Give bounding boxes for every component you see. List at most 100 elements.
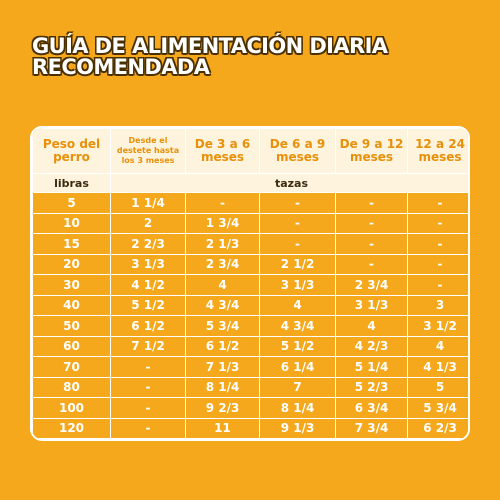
table-cell: 20 bbox=[32, 253, 111, 275]
table-cell: 7 bbox=[259, 376, 336, 398]
table-cell: 2 1/2 bbox=[259, 253, 336, 275]
header-cell: De 3 a 6 meses bbox=[185, 128, 260, 174]
table-cell: 5 1/2 bbox=[259, 335, 336, 357]
table-cell: - bbox=[335, 233, 408, 255]
table-row: 50 6 1/2 5 3/4 4 3/4 4 3 1/2 bbox=[32, 315, 468, 337]
table-cell: - bbox=[335, 212, 408, 234]
table-cell: 4 bbox=[407, 335, 468, 357]
table-cell: 3 bbox=[407, 294, 468, 316]
table-cell: 4 bbox=[335, 315, 408, 337]
table-panel: Peso del perro Desde el destete hasta los… bbox=[30, 126, 470, 441]
table-cell: 4 bbox=[259, 294, 336, 316]
table-cell: - bbox=[185, 192, 260, 214]
title-line: RECOMENDADA bbox=[32, 55, 210, 79]
table-cell: 9 2/3 bbox=[185, 397, 260, 419]
table-row: 30 4 1/2 4 3 1/3 2 3/4- bbox=[32, 274, 468, 296]
table-cell: 120 bbox=[32, 417, 111, 439]
table-cell: - bbox=[407, 233, 468, 255]
table-cell: 5 3/4 bbox=[185, 315, 260, 337]
table-cell: 4 bbox=[185, 274, 260, 296]
table-cell: 4 1/2 bbox=[110, 274, 186, 296]
table-cell: - bbox=[335, 253, 408, 275]
table-cell: 10 bbox=[32, 212, 111, 234]
table-cell: - bbox=[407, 253, 468, 275]
table-cell: - bbox=[259, 233, 336, 255]
table-cell: 3 1/3 bbox=[110, 253, 186, 275]
table-cell: - bbox=[259, 192, 336, 214]
table-cell: 4 3/4 bbox=[185, 294, 260, 316]
table-cell: 8 1/4 bbox=[185, 376, 260, 398]
header-cell: 12 a 24 meses bbox=[407, 128, 468, 174]
table-cell: 2 2/3 bbox=[110, 233, 186, 255]
table-cell: 2 3/4 bbox=[335, 274, 408, 296]
table-cell: 8 1/4 bbox=[259, 397, 336, 419]
table-cell: 3 1/3 bbox=[335, 294, 408, 316]
table-cell: 5 1/4 bbox=[335, 356, 408, 378]
table-row: 40 5 1/2 4 3/4 4 3 1/3 3 bbox=[32, 294, 468, 316]
table-cell: 80 bbox=[32, 376, 111, 398]
table-cell: 60 bbox=[32, 335, 111, 357]
table-cell: 100 bbox=[32, 397, 111, 419]
table-cell: 70 bbox=[32, 356, 111, 378]
table-cell: - bbox=[407, 212, 468, 234]
table-cell: 15 bbox=[32, 233, 111, 255]
table-cell: 50 bbox=[32, 315, 111, 337]
header-cell: Desde el destete hasta los 3 meses bbox=[110, 128, 186, 174]
table-cell: 7 3/4 bbox=[335, 417, 408, 439]
subheader-cell: tazas bbox=[110, 173, 468, 193]
table-row: 70-7 1/3 6 1/4 5 1/4 4 1/3 bbox=[32, 356, 468, 378]
table-cell: 6 3/4 bbox=[335, 397, 408, 419]
table-cell: 4 1/3 bbox=[407, 356, 468, 378]
table-cell: 5 2/3 bbox=[335, 376, 408, 398]
table-cell: 40 bbox=[32, 294, 111, 316]
table-cell: 6 1/2 bbox=[110, 315, 186, 337]
table-cell: 7 1/2 bbox=[110, 335, 186, 357]
table-cell: 3 1/2 bbox=[407, 315, 468, 337]
table-row: 20 3 1/3 2 3/4 2 1/2- - bbox=[32, 253, 468, 275]
header-row: Peso del perro Desde el destete hasta los… bbox=[32, 128, 468, 174]
table-cell: 4 2/3 bbox=[335, 335, 408, 357]
table-cell: - bbox=[259, 212, 336, 234]
subheader-row: libras tazas bbox=[32, 173, 468, 193]
table-cell: 5 1/2 bbox=[110, 294, 186, 316]
header-cell: Peso del perro bbox=[32, 128, 111, 174]
table-cell: 6 2/3 bbox=[407, 417, 468, 439]
table-cell: - bbox=[110, 417, 186, 439]
table-row: 120-11 9 1/3 7 3/4 6 2/3 bbox=[32, 417, 468, 439]
table-row: 100-9 2/3 8 1/4 6 3/4 5 3/4 bbox=[32, 397, 468, 419]
table-cell: 2 1/3 bbox=[185, 233, 260, 255]
table-cell: 2 3/4 bbox=[185, 253, 260, 275]
table-head: Peso del perro Desde el destete hasta los… bbox=[32, 128, 468, 193]
table-row: 60 7 1/2 6 1/2 5 1/2 4 2/3 4 bbox=[32, 335, 468, 357]
table-cell: - bbox=[335, 192, 408, 214]
table-cell: - bbox=[110, 397, 186, 419]
table-cell: 30 bbox=[32, 274, 111, 296]
table-cell: 4 3/4 bbox=[259, 315, 336, 337]
table-cell: - bbox=[110, 356, 186, 378]
table-row: 80-8 1/4 7 5 2/3 5 bbox=[32, 376, 468, 398]
table-cell: - bbox=[407, 192, 468, 214]
table-cell: - bbox=[407, 274, 468, 296]
table-cell: 6 1/2 bbox=[185, 335, 260, 357]
table-cell: - bbox=[110, 376, 186, 398]
table-cell: 6 1/4 bbox=[259, 356, 336, 378]
table-cell: 5 bbox=[32, 192, 111, 214]
table-cell: 7 1/3 bbox=[185, 356, 260, 378]
table-cell: 5 3/4 bbox=[407, 397, 468, 419]
header-cell: De 6 a 9 meses bbox=[259, 128, 336, 174]
table-cell: 3 1/3 bbox=[259, 274, 336, 296]
table-row: 10 2 1 3/4- - - bbox=[32, 212, 468, 234]
title: GUÍA DE ALIMENTACIÓN DIARIA RECOMENDADA bbox=[32, 36, 388, 79]
subheader-cell: libras bbox=[32, 173, 111, 193]
table-cell: 1 3/4 bbox=[185, 212, 260, 234]
table-cell: 2 bbox=[110, 212, 186, 234]
table-cell: 11 bbox=[185, 417, 260, 439]
header-cell: De 9 a 12 meses bbox=[335, 128, 408, 174]
table-cell: 9 1/3 bbox=[259, 417, 336, 439]
table-row: 15 2 2/3 2 1/3- - - bbox=[32, 233, 468, 255]
feeding-table: Peso del perro Desde el destete hasta los… bbox=[32, 128, 468, 439]
table-cell: 1 1/4 bbox=[110, 192, 186, 214]
